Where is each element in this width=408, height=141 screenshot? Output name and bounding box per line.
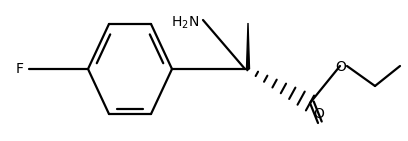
Text: H$_2$N: H$_2$N [171,15,199,31]
Text: O: O [314,107,324,121]
Text: O: O [335,60,346,74]
Text: F: F [16,62,24,76]
Polygon shape [246,23,250,69]
